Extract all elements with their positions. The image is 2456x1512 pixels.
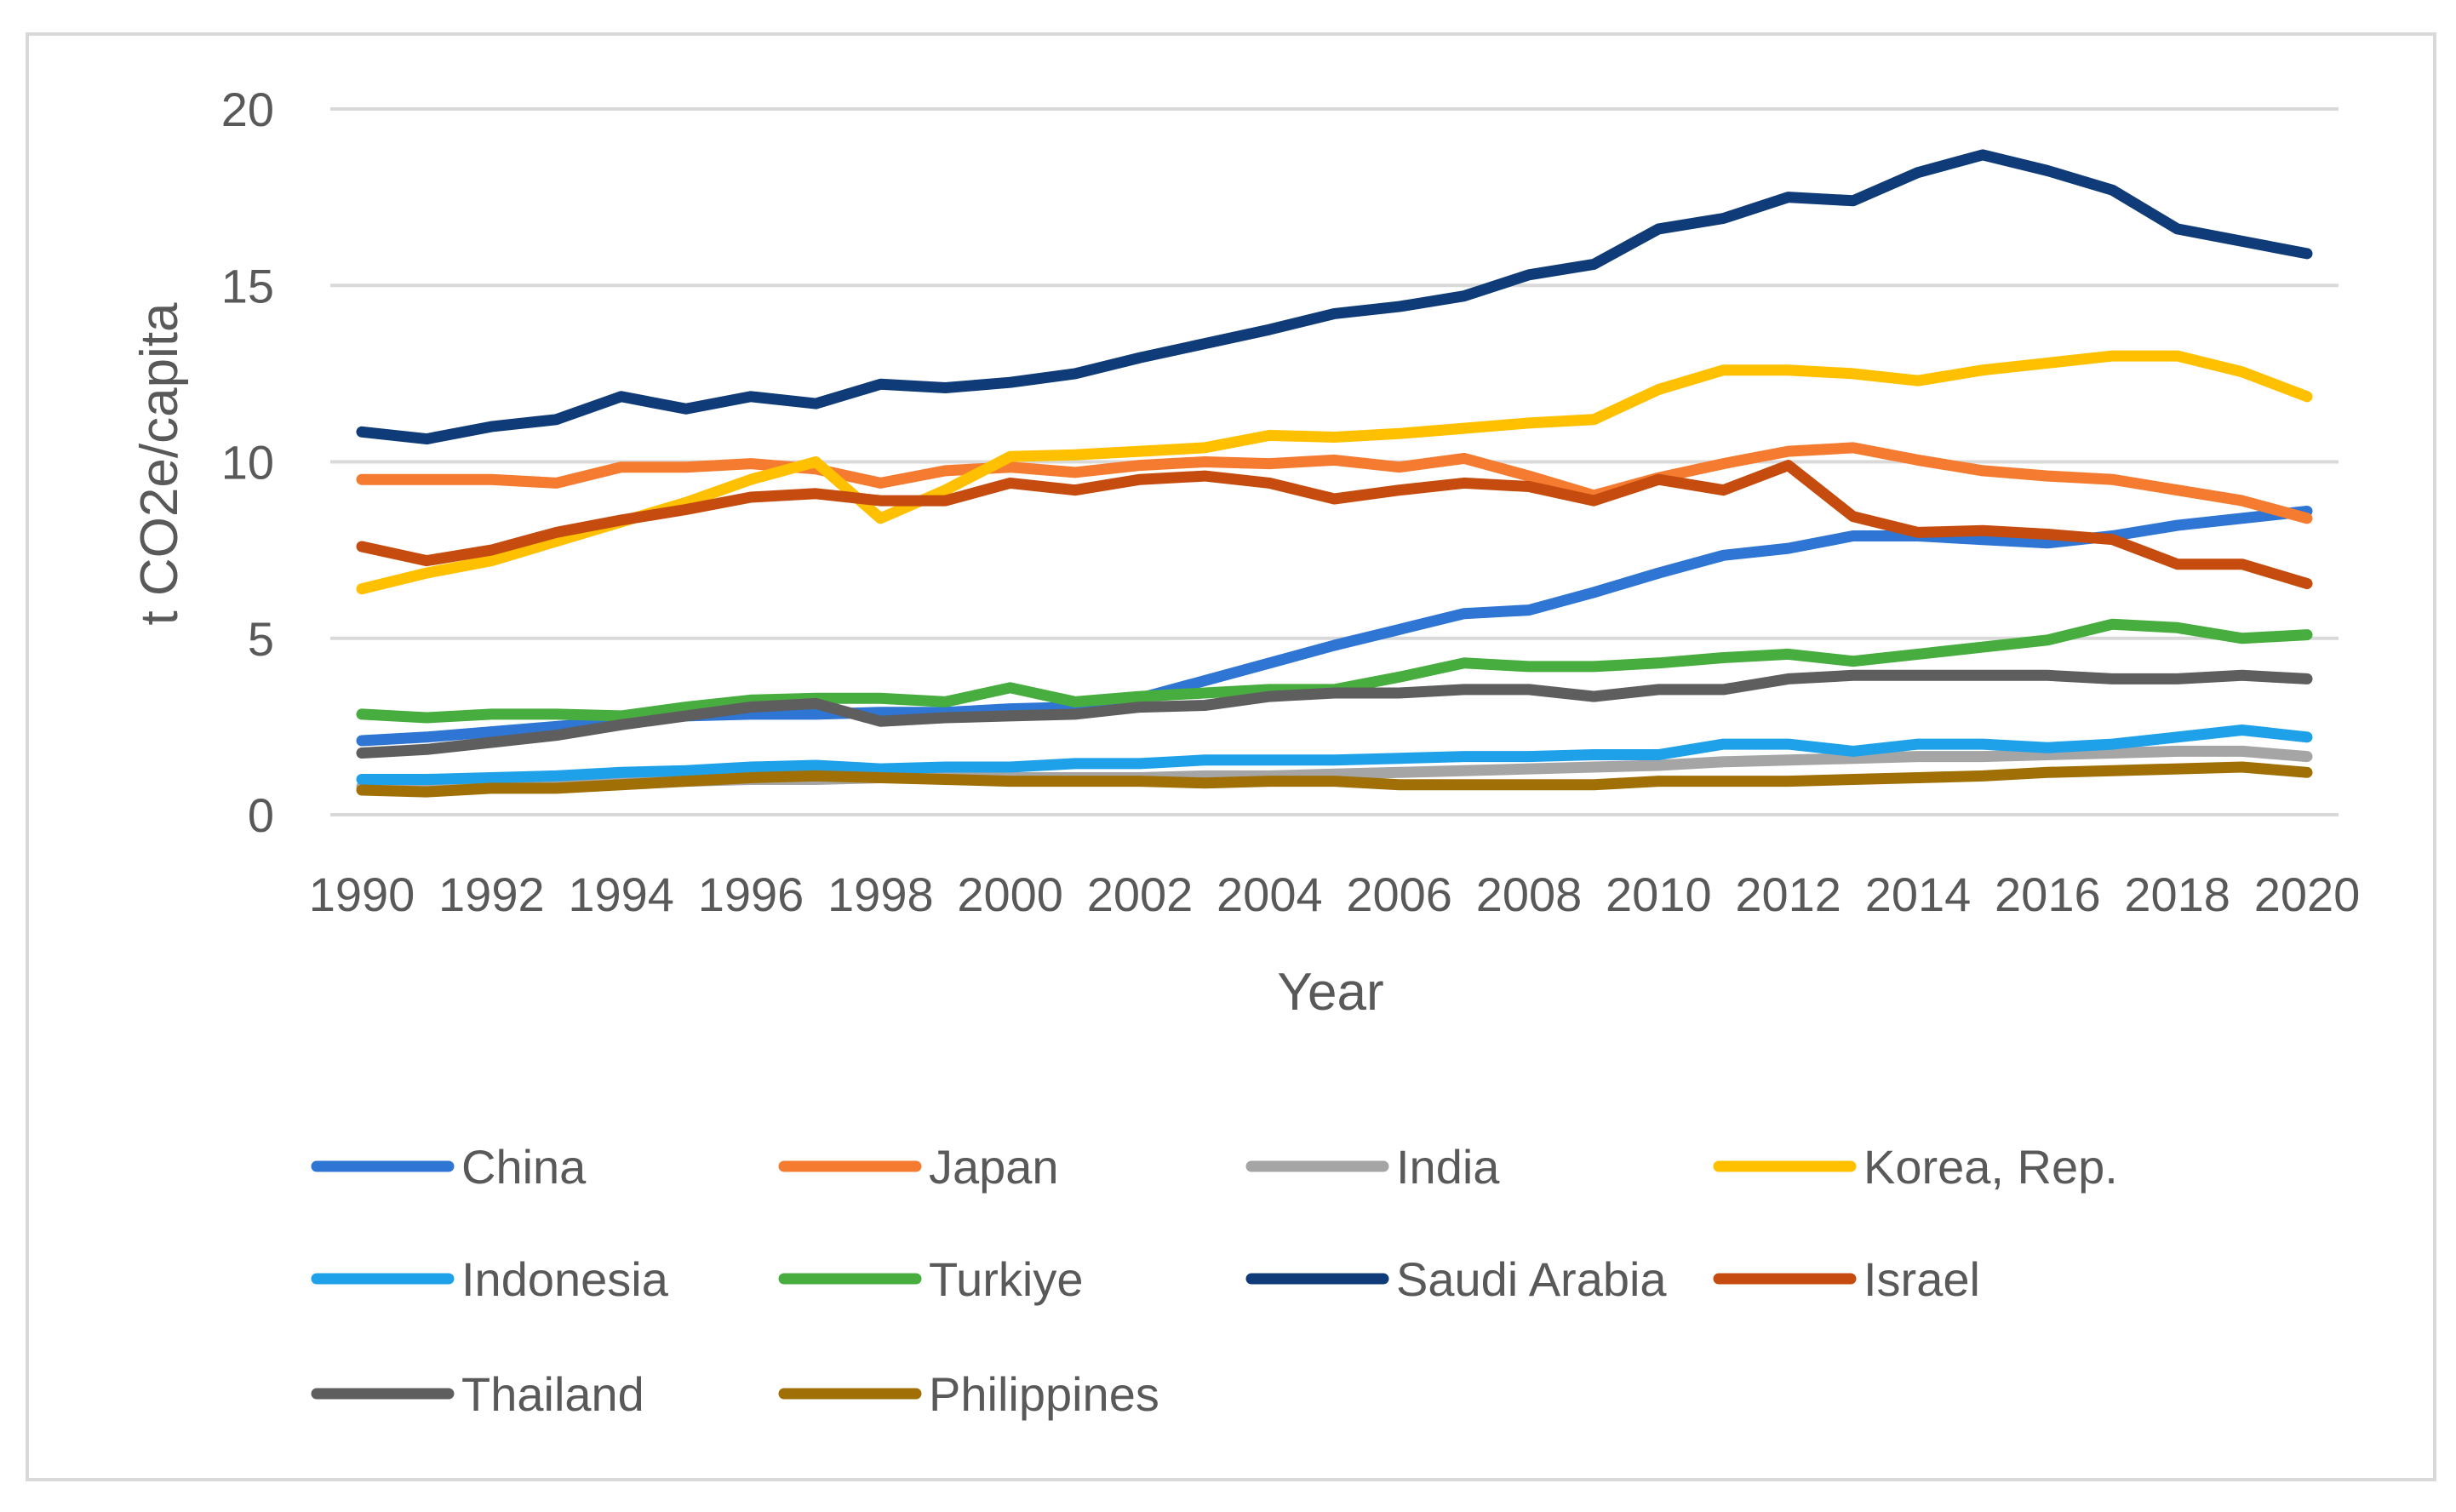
x-axis-title: Year bbox=[1277, 963, 1383, 1022]
legend-label-indonesia: Indonesia bbox=[461, 1252, 669, 1306]
x-tick-label: 2014 bbox=[1865, 868, 1972, 921]
series-line-saudi-arabia bbox=[356, 149, 2313, 445]
x-tick-label: 1998 bbox=[827, 868, 934, 921]
legend-label-japan: Japan bbox=[929, 1140, 1059, 1194]
x-tick-label: 1994 bbox=[568, 868, 674, 921]
series-line-israel bbox=[356, 460, 2313, 589]
series-line-philippines bbox=[356, 761, 2313, 798]
x-tick-label: 2008 bbox=[1476, 868, 1583, 921]
series-line-thailand bbox=[356, 669, 2313, 759]
x-tick-label: 2016 bbox=[1995, 868, 2101, 921]
x-tick-label: 2018 bbox=[2124, 868, 2230, 921]
y-tick-label: 15 bbox=[221, 259, 274, 312]
series-line-korea-rep bbox=[356, 350, 2313, 595]
x-tick-label: 2006 bbox=[1346, 868, 1452, 921]
legend-label-korea-rep: Korea, Rep. bbox=[1863, 1140, 2118, 1194]
x-tick-label: 1992 bbox=[438, 868, 545, 921]
y-axis-ticks: 0 5 10 15 20 bbox=[221, 83, 274, 842]
legend: China Japan India Korea, Rep. Indonesia Turki… bbox=[311, 1140, 2118, 1421]
x-tick-label: 1990 bbox=[309, 868, 415, 921]
legend-label-philippines: Philippines bbox=[929, 1367, 1159, 1421]
series-lines bbox=[356, 149, 2313, 798]
legend-label-israel: Israel bbox=[1863, 1252, 1980, 1306]
x-tick-label: 1996 bbox=[698, 868, 804, 921]
x-tick-label: 2010 bbox=[1606, 868, 1712, 921]
legend-label-thailand: Thailand bbox=[461, 1367, 644, 1421]
y-tick-label: 5 bbox=[248, 612, 274, 666]
x-tick-label: 2012 bbox=[1735, 868, 1841, 921]
x-tick-label: 2004 bbox=[1217, 868, 1323, 921]
y-tick-label: 0 bbox=[248, 788, 274, 842]
legend-label-turkiye: Turkiye bbox=[929, 1252, 1084, 1306]
x-tick-label: 2000 bbox=[957, 868, 1063, 921]
legend-label-china: China bbox=[461, 1140, 587, 1194]
legend-label-saudi-arabia: Saudi Arabia bbox=[1396, 1252, 1667, 1306]
series-line-indonesia bbox=[356, 724, 2313, 785]
x-tick-label: 2002 bbox=[1087, 868, 1194, 921]
legend-label-india: India bbox=[1396, 1140, 1500, 1194]
y-tick-label: 20 bbox=[221, 83, 274, 136]
x-axis-ticks: 1990 1992 1994 1996 1998 2000 2002 2004 2006 2008… bbox=[309, 868, 2361, 921]
y-axis-title: t CO2e/capita bbox=[130, 302, 189, 626]
x-tick-label: 2020 bbox=[2254, 868, 2361, 921]
series-line-japan bbox=[356, 442, 2313, 524]
y-tick-label: 10 bbox=[221, 436, 274, 490]
